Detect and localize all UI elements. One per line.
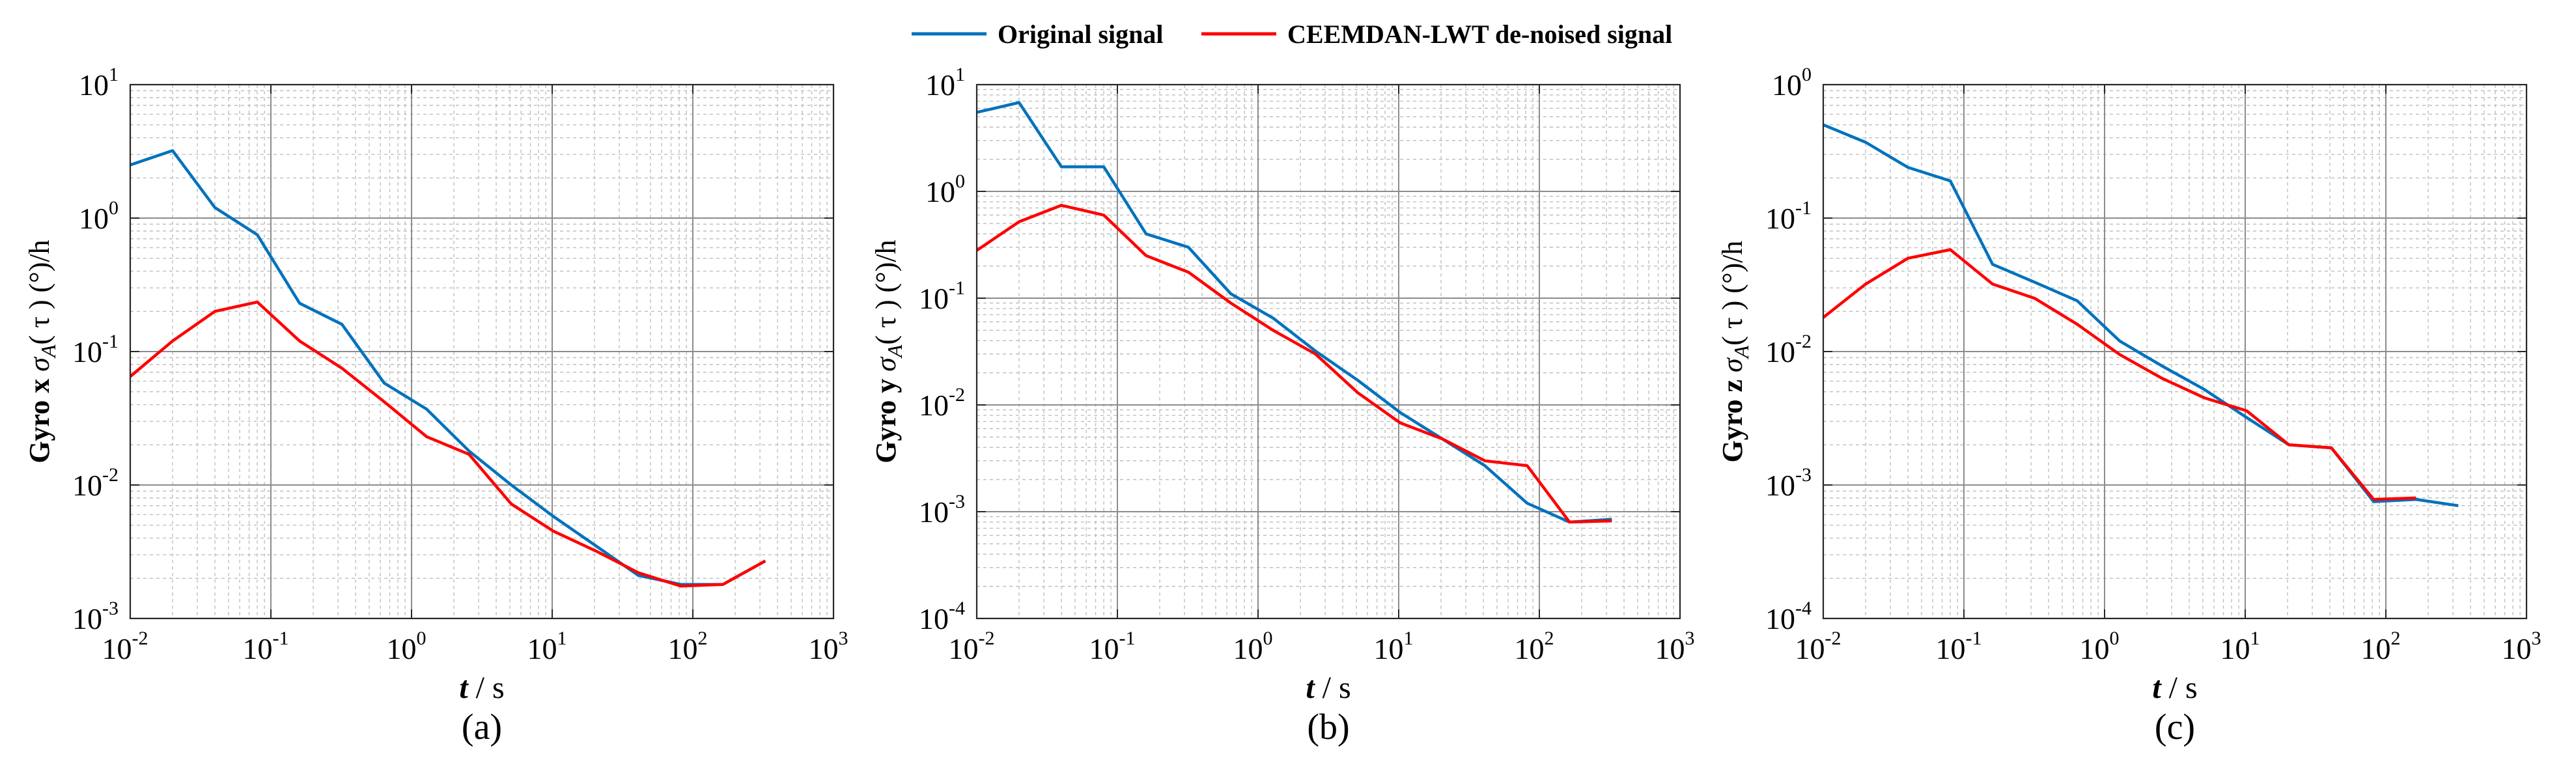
panel-2-y-tick-label: 10-4 bbox=[919, 598, 965, 635]
panel-2-x-axis-label: t / s bbox=[1306, 671, 1351, 705]
panel-2-denoised-signal-line bbox=[975, 204, 1612, 524]
panel-2-y-tick-label: 100 bbox=[925, 171, 965, 208]
panel-3-y-tick-label: 10-1 bbox=[1765, 197, 1812, 235]
panel-2-label: (b) bbox=[1307, 707, 1349, 747]
panel-1-x-tick-label: 100 bbox=[387, 628, 427, 665]
panel-2-y-tick-label: 10-3 bbox=[919, 491, 965, 529]
panel-1-denoised-signal-line bbox=[129, 300, 766, 588]
panel-1-original-signal-line bbox=[130, 149, 766, 586]
panel-3-original-signal-line bbox=[1823, 123, 2459, 508]
panel-1-x-tick-label: 101 bbox=[527, 628, 567, 665]
panel-2-y-axis-label: Gyro y σA( τ ) (°)/h bbox=[870, 240, 906, 463]
chart-panel-1: 10-2 10-1 100 101 102 10310-310-210-1100101t … bbox=[23, 64, 848, 747]
panel-2-x-tick-label: 100 bbox=[1233, 628, 1273, 665]
panel-3-y-axis-label: Gyro z σA( τ ) (°)/h bbox=[1716, 241, 1753, 463]
panel-2-axes-box bbox=[975, 83, 1681, 620]
panel-2-x-tick-label: 10-2 bbox=[949, 628, 995, 665]
panel-3-y-tick-label: 10-3 bbox=[1765, 464, 1812, 502]
panel-3-x-tick-label: 102 bbox=[2361, 628, 2401, 665]
panel-2-y-tick-label: 10-2 bbox=[919, 384, 965, 422]
panel-1-y-tick-label: 100 bbox=[79, 197, 119, 235]
panel-1-x-axis-label: t / s bbox=[459, 671, 504, 705]
panel-2-x-tick-label: 10-1 bbox=[1089, 628, 1136, 665]
panel-3-gridlines bbox=[1823, 85, 2527, 618]
panel-2-x-tick-label: 103 bbox=[1655, 628, 1695, 665]
panel-3-x-tick-label: 10-1 bbox=[1936, 628, 1982, 665]
panel-2-tick-marks bbox=[976, 84, 1681, 619]
panel-1-x-tick-label: 102 bbox=[668, 628, 708, 665]
panel-1-label: (a) bbox=[462, 707, 502, 747]
panel-1-y-tick-label: 10-2 bbox=[72, 464, 119, 502]
panel-1-tick-marks bbox=[130, 84, 834, 619]
legend: Original signal CEEMDAN-LWT de-noised si… bbox=[912, 20, 1672, 49]
panel-1-x-tick-label: 10-1 bbox=[243, 628, 289, 665]
panel-1-y-tick-label: 10-3 bbox=[72, 598, 119, 635]
panel-3-x-tick-label: 101 bbox=[2220, 628, 2260, 665]
panel-3-y-tick-label: 100 bbox=[1772, 64, 1812, 102]
panel-2-y-tick-label: 10-1 bbox=[919, 277, 965, 315]
panel-3-denoised-signal-line bbox=[1822, 248, 2416, 501]
panel-3-x-axis-label: t / s bbox=[2152, 671, 2197, 705]
panel-2-gridlines bbox=[977, 85, 1680, 618]
legend-label-denoised: CEEMDAN-LWT de-noised signal bbox=[1287, 20, 1672, 49]
panel-3-x-tick-label: 100 bbox=[2080, 628, 2120, 665]
panel-3-tick-marks bbox=[1823, 84, 2527, 619]
panel-1-gridlines bbox=[130, 85, 833, 618]
legend-label-original: Original signal bbox=[998, 20, 1164, 49]
panel-1-x-tick-label: 103 bbox=[809, 628, 848, 665]
chart-panel-3: 10-2 10-1 100 101 102 103 10-4 10-3 10-2 10-1 100 t… bbox=[1716, 64, 2541, 747]
panel-3-y-tick-label: 10-4 bbox=[1765, 598, 1812, 635]
panel-2-original-signal-line bbox=[976, 101, 1612, 524]
panel-1-y-axis-label: Gyro x σA( τ ) (°)/h bbox=[23, 240, 60, 463]
chart-panel-2: 10-2 10-1 100 101 102 103 10-4 10-3 10-2 10-1 100 1… bbox=[870, 64, 1695, 747]
panel-3-x-tick-label: 10-2 bbox=[1795, 628, 1841, 665]
panel-1-y-tick-label: 101 bbox=[79, 64, 119, 102]
panel-3-y-tick-label: 10-2 bbox=[1765, 331, 1812, 368]
panel-3-x-tick-label: 103 bbox=[2502, 628, 2541, 665]
panel-1-x-tick-label: 10-2 bbox=[102, 628, 148, 665]
panel-2-y-tick-label: 101 bbox=[925, 64, 965, 102]
panel-2-x-tick-label: 101 bbox=[1374, 628, 1414, 665]
panel-2-x-tick-label: 102 bbox=[1515, 628, 1554, 665]
panel-1-y-tick-label: 10-1 bbox=[72, 331, 119, 368]
panel-3-label: (c) bbox=[2155, 707, 2195, 747]
